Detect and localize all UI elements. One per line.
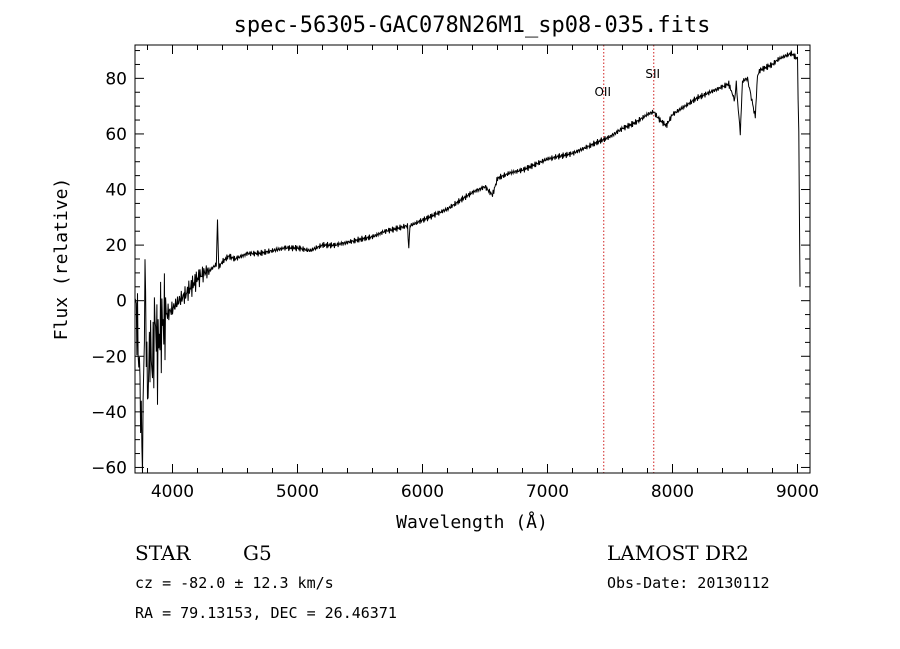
x-tick-label: 8000 [651, 482, 694, 502]
y-tick-label: 0 [116, 292, 127, 312]
axis-ticks: 4000 5000 6000 7000 8000 9000 −60 −40 −20 0 20 40 60… [91, 45, 819, 502]
y-axis-label: Flux (relative) [51, 178, 72, 341]
object-class: STAR [135, 541, 191, 565]
y-tick-label: 80 [105, 69, 127, 89]
plot-frame [134, 44, 811, 474]
survey-name: LAMOST DR2 [607, 541, 749, 565]
y-tick-label: −20 [91, 347, 127, 367]
spectrum-series-line [134, 50, 801, 474]
emission-line-markers: OII SII [594, 45, 660, 473]
line-label-oii: OII [594, 85, 611, 99]
x-tick-label: 9000 [776, 482, 819, 502]
x-tick-label: 5000 [276, 482, 319, 502]
y-tick-label: 40 [105, 181, 127, 201]
redshift-text: cz = -82.0 ± 12.3 km/s [135, 574, 334, 592]
line-label-sii: SII [645, 67, 660, 81]
x-tick-label: 7000 [526, 482, 569, 502]
x-tick-label: 4000 [151, 482, 194, 502]
object-subclass: G5 [243, 541, 272, 565]
y-tick-label: −40 [91, 403, 127, 423]
observation-date: Obs-Date: 20130112 [607, 574, 770, 592]
y-tick-label: −60 [91, 458, 127, 478]
y-tick-label: 60 [105, 125, 127, 145]
coordinates-text: RA = 79.13153, DEC = 26.46371 [135, 604, 397, 622]
y-tick-label: 20 [105, 236, 127, 256]
chart-title: spec-56305-GAC078N26M1_sp08-035.fits [234, 13, 711, 38]
x-axis-label: Wavelength (Å) [396, 511, 548, 533]
x-tick-label: 6000 [401, 482, 444, 502]
